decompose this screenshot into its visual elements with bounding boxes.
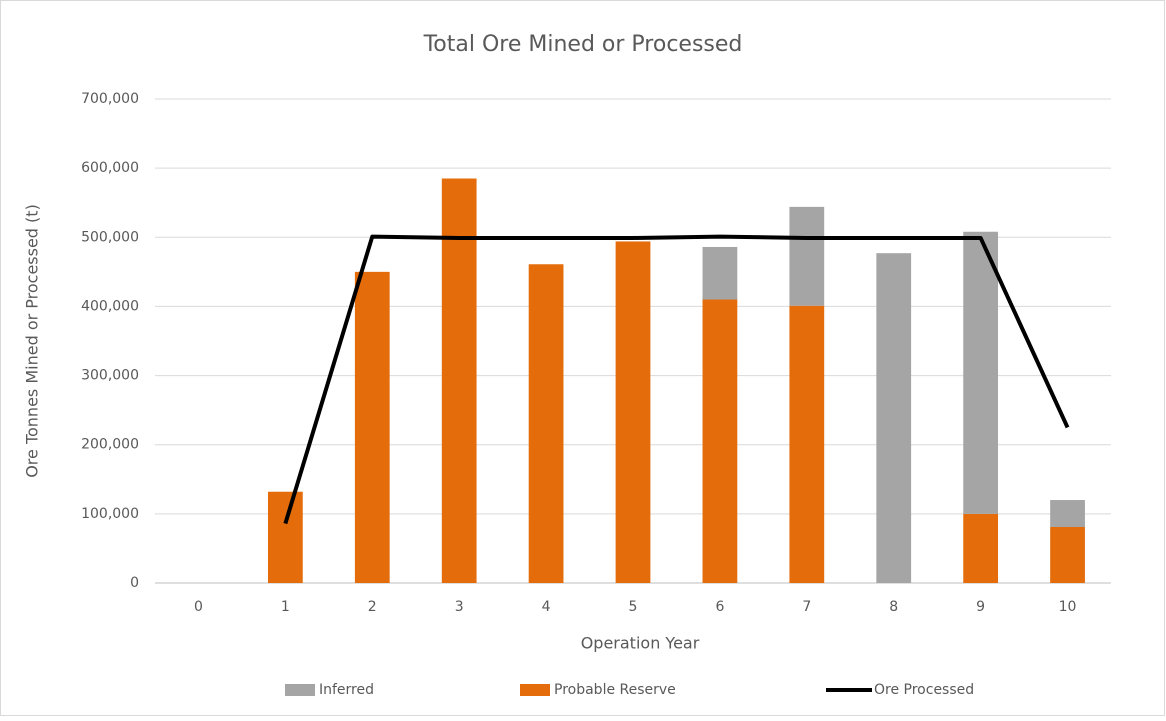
chart-title: Total Ore Mined or Processed — [423, 32, 743, 57]
bar — [354, 271, 390, 583]
bar — [789, 305, 825, 583]
bar — [963, 513, 999, 583]
legend-label: Inferred — [319, 682, 374, 698]
bar — [1050, 500, 1085, 527]
x-tick-label: 1 — [281, 599, 290, 615]
x-tick-label: 9 — [976, 599, 985, 615]
legend-swatch — [285, 684, 315, 696]
y-tick-label: 300,000 — [81, 368, 139, 384]
bar — [267, 491, 303, 583]
legend-swatch — [520, 684, 550, 696]
bar — [528, 264, 564, 583]
bar — [1050, 526, 1085, 583]
y-axis-label: Ore Tonnes Mined or Processed (t) — [23, 204, 42, 478]
x-tick-label: 0 — [194, 599, 203, 615]
y-tick-label: 100,000 — [81, 506, 139, 522]
y-tick-label: 700,000 — [81, 91, 139, 107]
y-tick-label: 600,000 — [81, 160, 139, 176]
bar — [876, 253, 912, 583]
y-tick-label: 400,000 — [81, 298, 139, 314]
bar — [963, 231, 999, 514]
y-tick-label: 0 — [130, 575, 139, 591]
legend-label: Probable Reserve — [554, 682, 676, 698]
x-tick-label: 3 — [455, 599, 464, 615]
x-tick-label: 2 — [368, 599, 377, 615]
x-tick-label: 4 — [542, 599, 551, 615]
bar — [702, 299, 738, 583]
line — [283, 234, 1070, 525]
x-tick-label: 8 — [889, 599, 898, 615]
bar — [702, 246, 738, 300]
y-tick-label: 200,000 — [81, 437, 139, 453]
y-tick-label: 500,000 — [81, 229, 139, 245]
bar — [441, 178, 477, 583]
x-tick-label: 5 — [629, 599, 638, 615]
x-tick-label: 7 — [802, 599, 811, 615]
bar — [615, 241, 651, 584]
bar — [789, 206, 825, 306]
x-tick-label: 10 — [1059, 599, 1077, 615]
x-axis-label: Operation Year — [581, 634, 700, 653]
legend-label: Ore Processed — [874, 682, 974, 698]
x-tick-label: 6 — [715, 599, 724, 615]
